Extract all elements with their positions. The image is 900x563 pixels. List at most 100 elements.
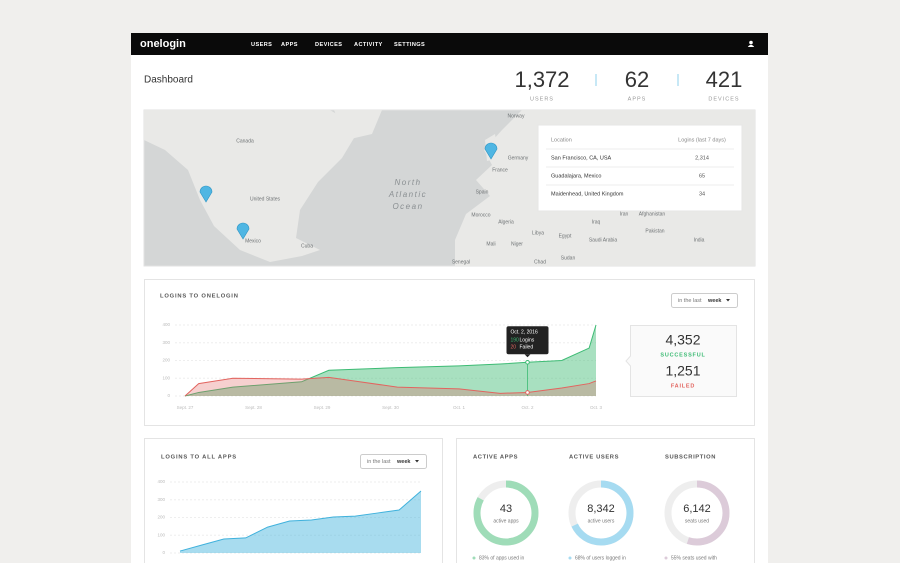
table-cell: San Francisco, CA, USA: [551, 155, 612, 161]
stat-title: ACTIVE USERS: [569, 455, 619, 461]
donut-arc: [473, 480, 539, 546]
stat-title: SUBSCRIPTION: [665, 455, 716, 461]
dropdown[interactable]: [360, 454, 427, 469]
dropdown-caret: [415, 460, 419, 463]
map-label: Algeria: [498, 219, 514, 225]
donut-label: active apps: [493, 518, 519, 524]
dropdown-prefix: in the last: [367, 459, 391, 465]
chart-title: LOGINS TO ALL APPS: [161, 455, 237, 461]
map-label: Atlantic: [388, 190, 427, 199]
donut-value: 43: [500, 503, 512, 515]
table-header: Logins (last 7 days): [678, 137, 726, 143]
summary-label: SUCCESSFUL: [660, 352, 705, 358]
map-label: Saudi Arabia: [589, 237, 618, 243]
pin[interactable]: [484, 142, 498, 160]
hover-point: [525, 390, 530, 395]
user-icon[interactable]: [747, 40, 755, 47]
map-label: Mali: [486, 241, 495, 247]
stat-value: 1,372: [514, 67, 569, 92]
donut-arc: [664, 480, 730, 546]
map-label: Cuba: [301, 243, 313, 249]
logo[interactable]: onelogin: [140, 38, 186, 50]
table-header: Location: [551, 137, 572, 143]
summary-value: 4,352: [665, 332, 700, 348]
map-label: Sudan: [561, 255, 576, 261]
line: [179, 490, 422, 552]
dropdown-prefix: in the last: [678, 298, 702, 304]
x-tick-label: Sept. 27: [177, 405, 194, 410]
tooltip-value: 190: [511, 338, 520, 344]
stat-label: APPS: [628, 96, 647, 102]
map-label: North: [394, 178, 421, 187]
table-cell: 34: [699, 191, 705, 197]
stat-title: ACTIVE APPS: [473, 455, 518, 461]
y-tick-label: 300: [162, 340, 170, 345]
nav-link[interactable]: SETTINGS: [394, 42, 425, 48]
nav-link[interactable]: DEVICES: [315, 42, 342, 48]
nav-link[interactable]: APPS: [281, 42, 298, 48]
nav-link[interactable]: ACTIVITY: [354, 42, 383, 48]
map-label: Morocco: [471, 212, 490, 218]
pin[interactable]: [236, 222, 250, 240]
summary-value: 1,251: [665, 363, 700, 379]
y-tick-label: 200: [157, 515, 165, 520]
donut-value: 6,142: [683, 503, 711, 515]
land: [144, 110, 360, 262]
x-tick-label: Oct. 1: [453, 405, 466, 410]
map-label: Canada: [236, 138, 254, 144]
caption-dot: [472, 556, 476, 560]
caption-dot: [664, 556, 668, 560]
map-label: Libya: [532, 230, 544, 236]
map-labels: Norway Canada United States Mexico Cuba North…: [236, 113, 704, 265]
stat-label: DEVICES: [708, 96, 739, 102]
map-label: Chad: [534, 259, 546, 265]
map-label: Iran: [620, 211, 629, 217]
y-tick-label: 100: [162, 375, 170, 380]
stat-label: USERS: [530, 96, 554, 102]
area: [185, 325, 596, 396]
tooltip-arrow: [524, 354, 531, 358]
map-pins: [199, 142, 498, 240]
map-label: Afghanistan: [639, 211, 666, 217]
donut-label: seats used: [685, 518, 709, 524]
tooltip-name: Failed: [520, 345, 534, 351]
map-label: United States: [250, 196, 281, 202]
y-tick-label: 0: [162, 550, 165, 555]
y-tick-label: 400: [157, 479, 165, 484]
y-tick-label: 400: [162, 322, 170, 327]
pin[interactable]: [199, 185, 213, 203]
stat-value: 421: [706, 67, 743, 92]
map-label: Pakistan: [645, 228, 664, 234]
area: [180, 491, 421, 553]
donut-label: active users: [588, 518, 615, 524]
tooltip: [506, 326, 549, 355]
dropdown[interactable]: [671, 293, 738, 308]
y-tick-label: 0: [167, 393, 170, 398]
y-tick-label: 200: [162, 358, 170, 363]
stat-caption: 55% seats used with: [671, 555, 717, 561]
stat-caption: 68% of users logged in: [575, 555, 626, 561]
donut-arc: [568, 480, 634, 546]
area: [185, 377, 596, 396]
table-cell: 2,314: [695, 155, 709, 161]
map-label: Norway: [508, 113, 525, 119]
dropdown-value: week: [707, 298, 722, 304]
table-cell: 65: [699, 173, 705, 179]
table-cell: Guadalajara, Mexico: [551, 173, 601, 179]
donut-value: 8,342: [587, 503, 615, 515]
y-tick-label: 100: [157, 532, 165, 537]
map-label: Spain: [476, 189, 489, 195]
chart-title: LOGINS TO ONELOGIN: [160, 294, 239, 300]
summary-label: FAILED: [671, 383, 695, 389]
map-label: Germany: [508, 155, 529, 161]
stat-caption: 83% of apps used in: [479, 555, 525, 561]
hover-point: [525, 359, 530, 365]
map-label: Iraq: [592, 219, 601, 225]
stat-value: 62: [625, 67, 649, 92]
nav-link[interactable]: USERS: [251, 42, 272, 48]
summary-box: [625, 325, 737, 397]
land: [334, 110, 382, 140]
caption-dot: [568, 556, 572, 560]
